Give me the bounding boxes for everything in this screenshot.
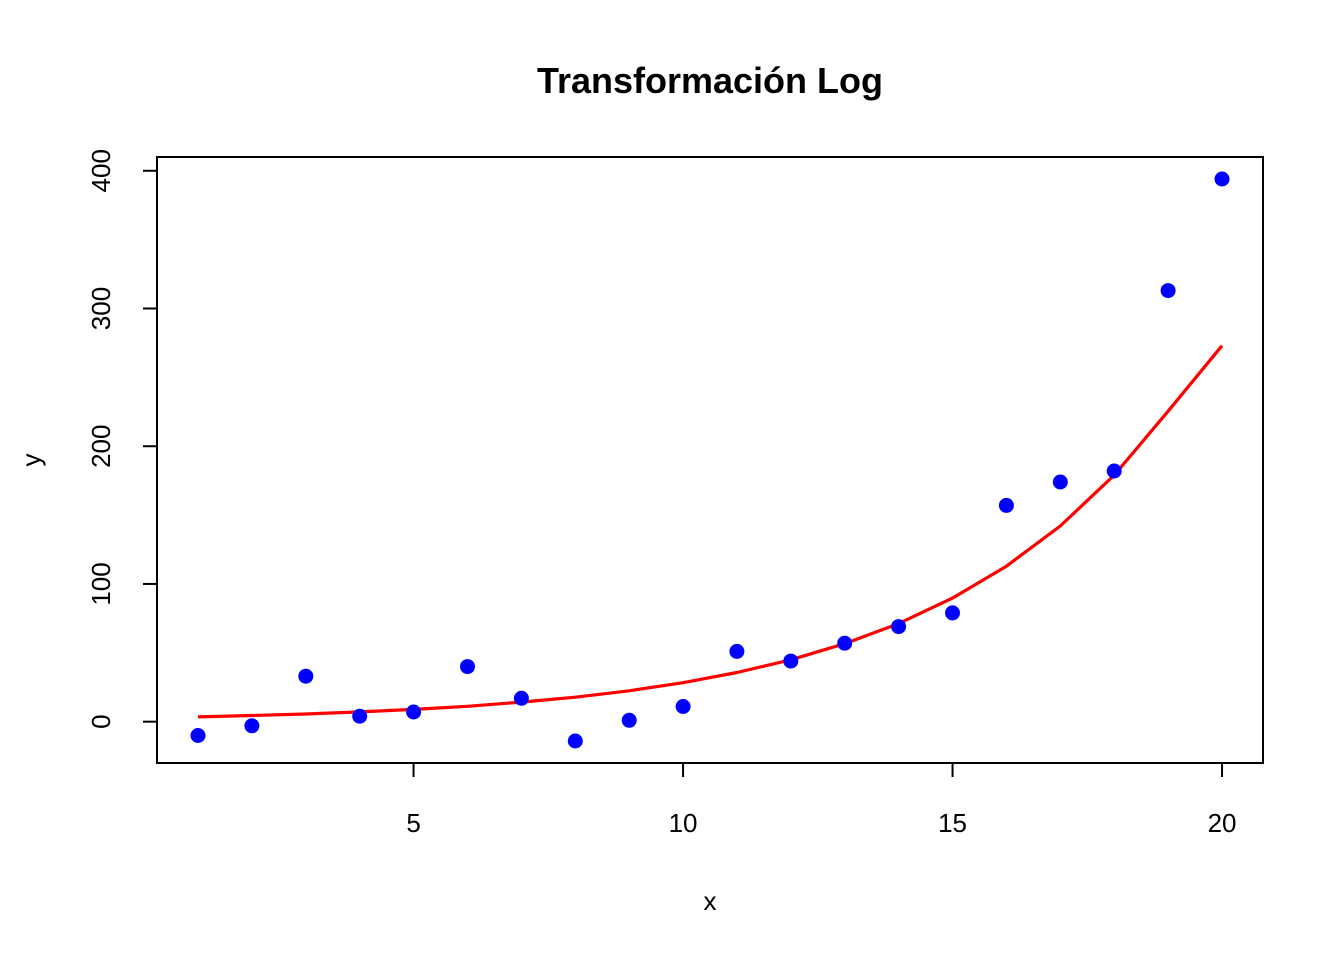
y-tick-label: 0 [86, 714, 116, 728]
y-axis: 0 100 200 300 400 [86, 149, 158, 729]
data-point [460, 659, 475, 675]
chart-title: Transformación Log [537, 60, 883, 101]
data-point [1052, 474, 1068, 490]
data-point [998, 497, 1014, 513]
x-axis: 5 10 15 20 [406, 762, 1237, 838]
data-point [945, 605, 960, 621]
x-axis-label: x [704, 886, 717, 916]
data-point [567, 733, 583, 749]
data-point [244, 718, 260, 734]
data-point [621, 712, 637, 728]
x-tick-label: 10 [669, 808, 698, 838]
data-point [298, 668, 314, 684]
data-point [891, 619, 907, 635]
y-tick-label: 200 [86, 425, 116, 468]
data-point [190, 728, 206, 743]
data-point [729, 643, 745, 659]
y-axis-label: y [16, 454, 46, 467]
data-point [1106, 463, 1122, 479]
x-tick-label: 15 [938, 808, 967, 838]
data-point [513, 690, 529, 706]
data-point [352, 708, 368, 724]
fit-curve [197, 344, 1224, 719]
data-point [675, 699, 691, 714]
data-point [1214, 171, 1230, 187]
x-tick-label: 20 [1208, 808, 1237, 838]
data-point [1160, 283, 1176, 299]
data-point [837, 635, 853, 651]
plot-frame [156, 156, 1264, 764]
y-tick-label: 100 [86, 562, 116, 605]
x-tick-label: 5 [406, 808, 420, 838]
y-tick-label: 400 [86, 149, 116, 192]
points-layer [190, 171, 1230, 749]
fit-layer [197, 344, 1224, 719]
data-point [406, 704, 422, 720]
y-tick-label: 300 [86, 287, 116, 330]
data-point [783, 653, 799, 669]
